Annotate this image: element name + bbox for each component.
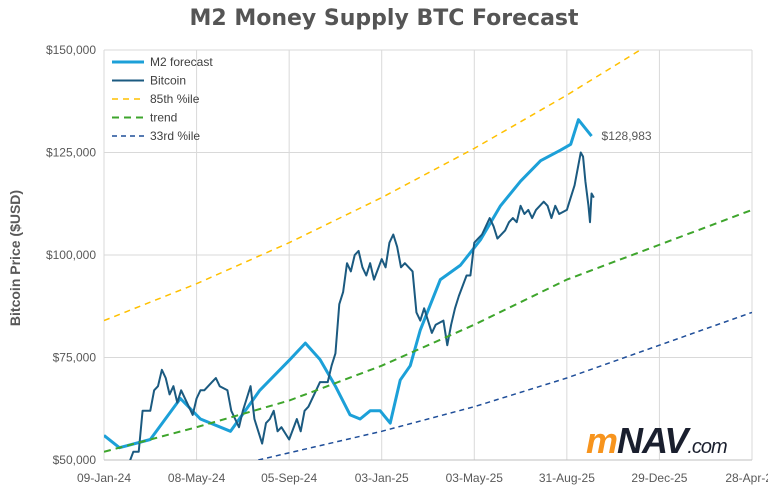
y-tick-label: $125,000 bbox=[46, 146, 96, 160]
y-axis-label: Bitcoin Price ($USD) bbox=[7, 190, 23, 326]
series-line-33rd-ile bbox=[258, 311, 752, 460]
x-tick-label: 28-Apr-26 bbox=[725, 471, 768, 485]
y-tick-label: $100,000 bbox=[46, 248, 96, 262]
legend-label: trend bbox=[150, 111, 177, 125]
legend-label: Bitcoin bbox=[150, 74, 186, 88]
x-tick-label: 03-May-25 bbox=[446, 471, 504, 485]
x-tick-label: 03-Jan-25 bbox=[355, 471, 409, 485]
series-line-85th-ile bbox=[104, 50, 642, 322]
series-line-m2-forecast bbox=[104, 118, 593, 450]
series-line-bitcoin bbox=[129, 151, 595, 460]
y-tick-label: $50,000 bbox=[53, 453, 97, 467]
legend-label: 33rd %ile bbox=[150, 129, 200, 143]
x-tick-label: 31-Aug-25 bbox=[539, 471, 595, 485]
y-tick-label: $150,000 bbox=[46, 43, 96, 57]
x-tick-label: 05-Sep-24 bbox=[261, 471, 317, 485]
legend-label: M2 forecast bbox=[150, 55, 213, 69]
mnav-logo: mNAV.com bbox=[586, 420, 728, 461]
series-line-trend bbox=[104, 208, 752, 453]
chart-title: M2 Money Supply BTC Forecast bbox=[189, 6, 579, 31]
last-value-annotation: $128,983 bbox=[602, 129, 652, 143]
legend-label: 85th %ile bbox=[150, 92, 200, 106]
x-tick-label: 08-May-24 bbox=[168, 471, 226, 485]
y-tick-label: $75,000 bbox=[53, 351, 97, 365]
x-tick-label: 29-Dec-25 bbox=[631, 471, 687, 485]
x-tick-label: 09-Jan-24 bbox=[77, 471, 131, 485]
